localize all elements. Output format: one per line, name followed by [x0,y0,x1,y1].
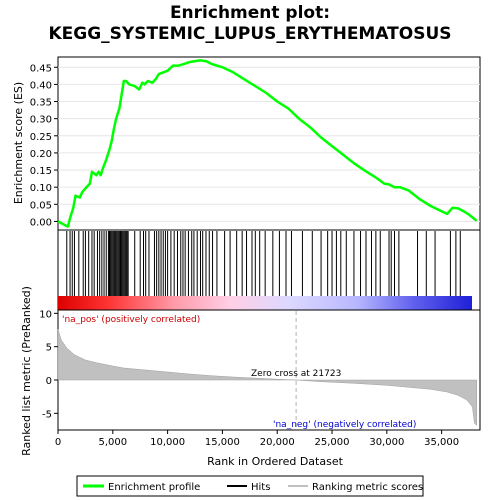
x-tick-label: 10,000 [150,437,185,448]
x-tick-label: 30,000 [369,437,404,448]
es-panel-frame [57,56,481,231]
es-ytick-label: 0.40 [30,80,52,91]
x-tick-label: 0 [55,437,61,448]
na-pos-label: 'na_pos' (positively correlated) [62,315,200,325]
enrichment-profile-line [57,59,478,228]
rank-color-bar [58,296,472,310]
es-ytick-label: 0.45 [30,63,52,74]
es-ytick-label: 0.25 [30,132,52,143]
es-ytick-label: 0.20 [30,149,52,160]
na-neg-label: 'na_neg' (negatively correlated) [273,420,416,430]
metric-ytick-label: 5 [46,343,52,354]
x-tick-label: 20,000 [260,437,295,448]
metric-ytick-label: 10 [39,309,52,320]
zero-cross-label: Zero cross at 21723 [251,369,341,379]
x-tick-label: 25,000 [315,437,350,448]
chart-title-line1: Enrichment plot: [169,3,331,23]
x-tick-label: 5,000 [98,437,127,448]
legend-hits-label: Hits [251,482,270,493]
legend-box [76,475,424,497]
es-ytick-label: 0.00 [30,217,52,228]
es-ytick-label: 0.35 [30,98,52,109]
es-ytick-label: 0.30 [30,115,52,126]
es-ylabel: Enrichment score (ES) [12,82,25,204]
x-axis-label: Rank in Ordered Dataset [207,455,344,468]
ranking-metric-area [57,329,477,426]
es-ytick-label: 0.15 [30,166,52,177]
metric-ytick-label: 0 [46,376,52,387]
legend-metric-label: Ranking metric scores [312,482,423,493]
metric-ytick-label: -5 [42,409,52,420]
chart-title-line2: KEGG_SYSTEMIC_LUPUS_ERYTHEMATOSUS [48,24,452,44]
x-tick-label: 35,000 [424,437,459,448]
es-ytick-label: 0.10 [30,183,52,194]
metric-ylabel: Ranked list metric (PreRanked) [20,286,33,456]
legend-enrichment-label: Enrichment profile [108,482,200,493]
es-ytick-label: 0.05 [30,200,52,211]
x-tick-label: 15,000 [205,437,240,448]
